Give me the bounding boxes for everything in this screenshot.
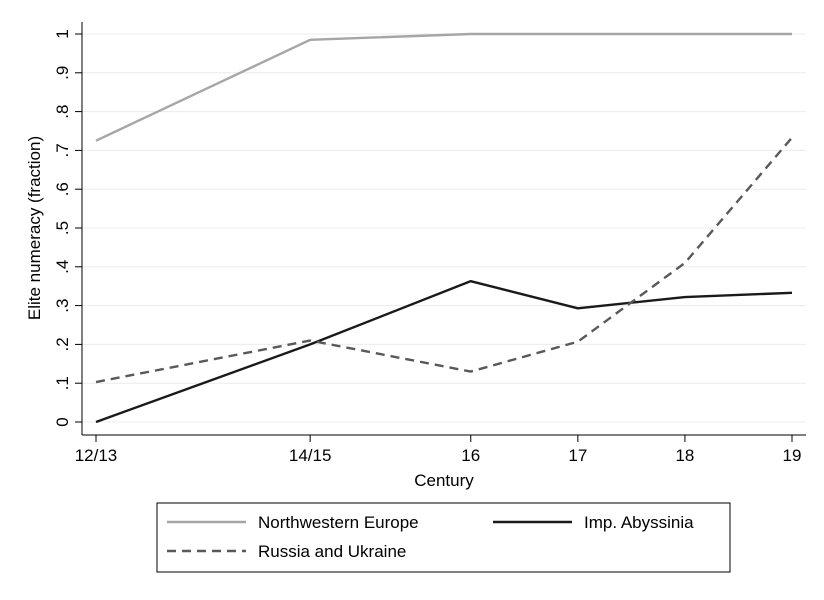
legend-label: Russia and Ukraine bbox=[258, 542, 406, 561]
y-tick-label: .5 bbox=[53, 221, 72, 235]
y-tick-label: .4 bbox=[53, 260, 72, 274]
y-tick-label: .9 bbox=[53, 66, 72, 80]
tick-labels: 0 .1 .2 .3 .4 .5 .6 .7 .8 .9 1 12/13 14/15 16 17 18 19 bbox=[53, 29, 801, 465]
y-tick-label: 0 bbox=[53, 417, 72, 426]
y-tick-label: .1 bbox=[53, 376, 72, 390]
x-axis-title: Century bbox=[414, 471, 474, 490]
series-lines bbox=[95, 32, 793, 424]
x-tick-label: 17 bbox=[568, 446, 587, 465]
y-tick-label: .8 bbox=[53, 105, 72, 119]
y-tick-label: .6 bbox=[53, 182, 72, 196]
y-tick-label: .7 bbox=[53, 143, 72, 157]
legend-box bbox=[156, 502, 731, 573]
legend-label: Northwestern Europe bbox=[258, 513, 419, 532]
x-tick-label: 19 bbox=[783, 446, 802, 465]
legend-label: Imp. Abyssinia bbox=[584, 513, 694, 532]
x-tick-label: 18 bbox=[675, 446, 694, 465]
y-axis-title: Elite numeracy (fraction) bbox=[25, 136, 44, 320]
series-line-imp-abyssinia bbox=[95, 279, 793, 424]
x-tick-label: 16 bbox=[461, 446, 480, 465]
series-line-russia-and-ukraine bbox=[95, 136, 793, 384]
x-tick-label: 12/13 bbox=[75, 446, 118, 465]
series-line-northwestern-europe bbox=[95, 32, 792, 142]
y-tick-label: 1 bbox=[53, 29, 72, 38]
y-tick-label: .3 bbox=[53, 299, 72, 313]
x-tick-label: 14/15 bbox=[289, 446, 332, 465]
y-tick-label: .2 bbox=[53, 337, 72, 351]
legend: Northwestern Europe Imp. Abyssinia Russia … bbox=[156, 502, 731, 573]
